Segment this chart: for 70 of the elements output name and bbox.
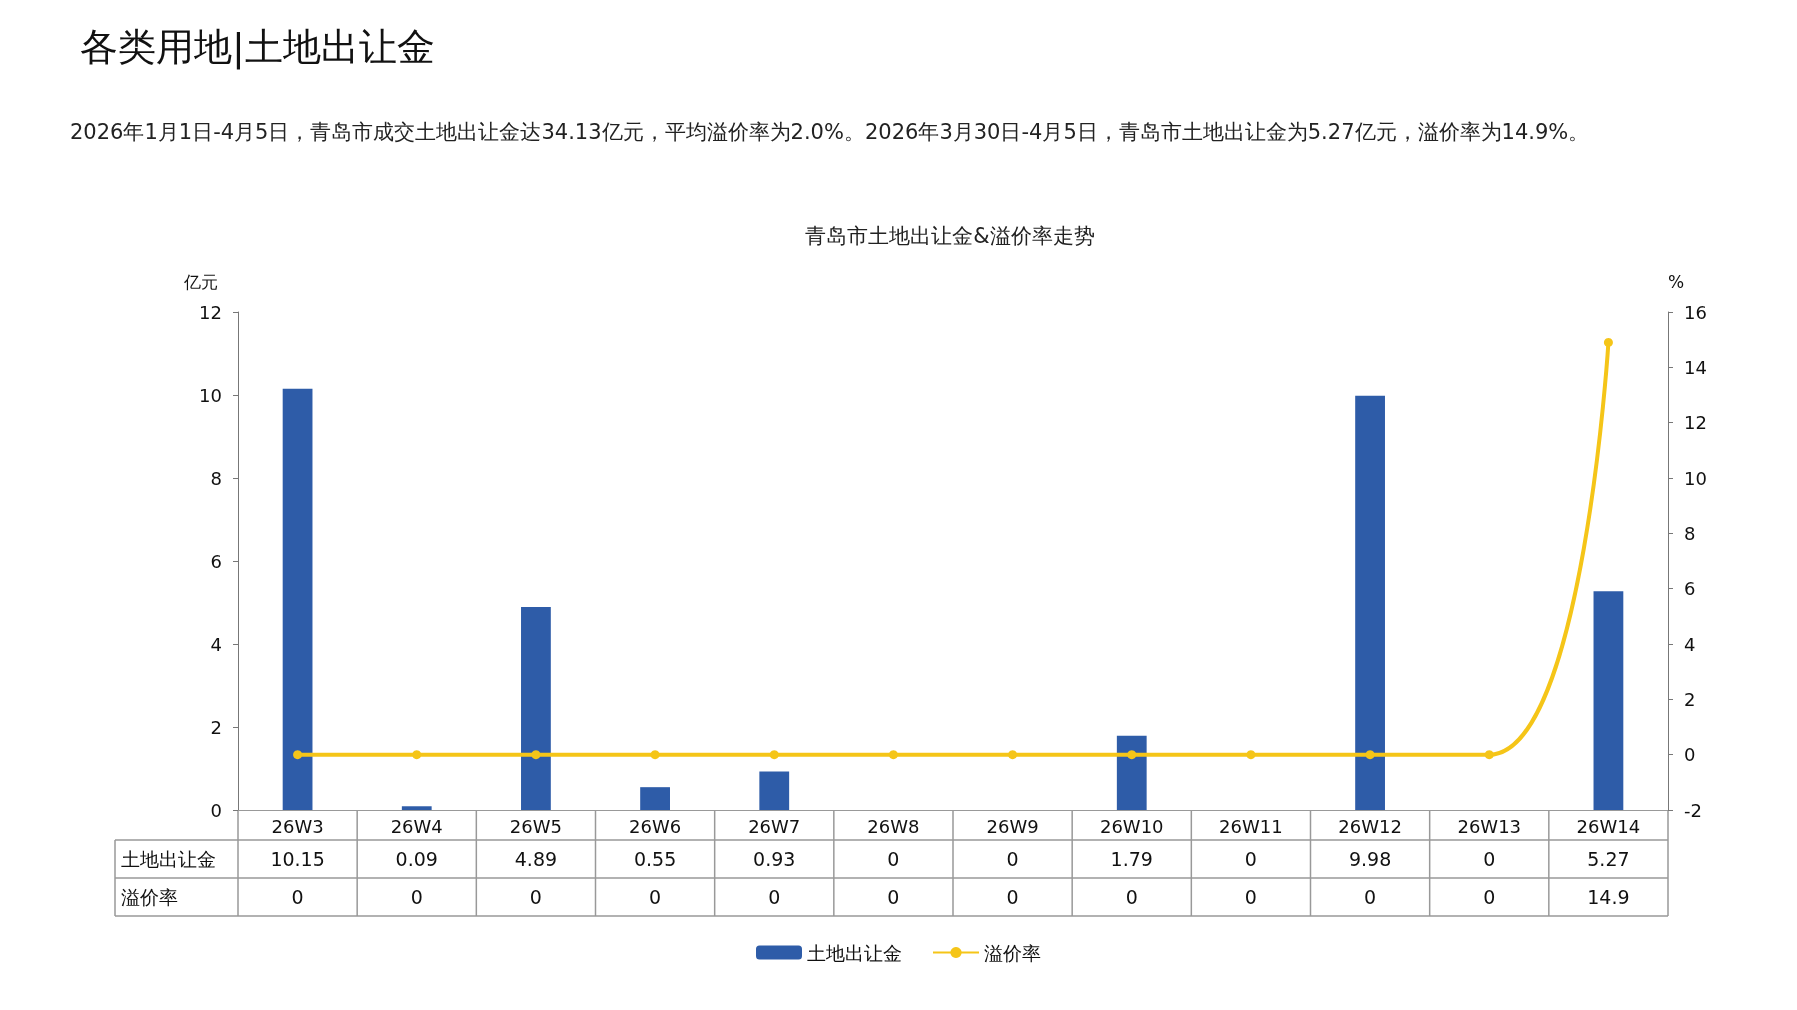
x-tick-label: 26W12 [1338, 815, 1402, 837]
y-tick-label: 0 [210, 799, 222, 821]
x-tick-label: 26W7 [748, 815, 801, 837]
data-label: 0 [1244, 886, 1257, 908]
x-tick-label: 26W11 [1219, 815, 1283, 837]
data-label: 0 [1006, 848, 1019, 870]
data-label: 0 [1364, 886, 1377, 908]
y2-tick-label: 4 [1684, 633, 1696, 655]
legend-label: 溢价率 [984, 941, 1041, 964]
y-axis-title: 亿元 [183, 271, 218, 292]
y2-axis-title: % [1668, 271, 1685, 292]
data-label: 0.09 [395, 848, 438, 870]
text: 土地出让金 [121, 848, 216, 870]
x-tick-label: 26W14 [1576, 815, 1641, 837]
data-label: 0 [649, 886, 662, 908]
y-tick-label: 4 [210, 633, 222, 655]
data-label: 0 [1483, 848, 1496, 870]
data-label: 0 [887, 886, 900, 908]
y-tick-label: 12 [199, 301, 222, 323]
x-tick-label: 26W6 [629, 815, 682, 837]
data-label: 0.55 [633, 848, 677, 870]
chart-title: 青岛市土地出让金&溢价率走势 [805, 223, 1095, 248]
text: 各类用地|土地出让金 [80, 25, 435, 70]
y2-tick-label: 6 [1684, 578, 1696, 600]
y-tick-label: 6 [210, 550, 222, 572]
data-label: 5.27 [1587, 848, 1630, 870]
bar [1355, 395, 1385, 810]
y2-tick-label: 12 [1684, 412, 1707, 434]
x-tick-label: 26W4 [390, 815, 443, 837]
y2-tick-label: -2 [1684, 799, 1702, 821]
bar [521, 607, 551, 810]
data-label: 0 [529, 886, 542, 908]
x-tick-label: 26W8 [867, 815, 920, 837]
data-label: 0 [1483, 886, 1496, 908]
data-label: 0 [410, 886, 423, 908]
bar [401, 806, 432, 810]
x-tick-label: 26W3 [271, 815, 324, 837]
y2-tick-label: 2 [1684, 688, 1696, 710]
data-label: 0 [1125, 886, 1138, 908]
bar [640, 787, 670, 810]
y2-tick-label: 14 [1684, 356, 1707, 378]
data-label: 0 [1244, 848, 1257, 870]
y2-tick-label: 16 [1684, 301, 1707, 323]
data-label: 10.15 [270, 848, 325, 870]
data-label: 9.98 [1348, 848, 1392, 870]
x-tick-label: 26W9 [986, 815, 1039, 837]
data-label: 0 [1006, 886, 1019, 908]
bar [1116, 735, 1147, 810]
data-label: 4.89 [514, 848, 558, 870]
data-label: 0 [768, 886, 781, 908]
bar [282, 388, 313, 810]
text: 2026年1月1日-4月5日，青岛市成交土地出让金达34.13亿元，平均溢价率为2.0%。2026年3月30日-4月5日，青岛市土地出让金为5.27亿元，溢价率为14.9%。 [70, 120, 1590, 144]
y-tick-label: 10 [199, 384, 222, 406]
text: 溢价率 [121, 886, 178, 908]
x-tick-label: 26W13 [1457, 815, 1522, 837]
y2-tick-label: 0 [1684, 744, 1696, 766]
data-label: 1.79 [1110, 848, 1153, 870]
legend-label: 土地出让金 [807, 941, 902, 964]
data-label: 14.9 [1587, 886, 1630, 908]
data-label: 0 [291, 886, 304, 908]
y-tick-label: 8 [210, 467, 222, 489]
data-label: 0.93 [753, 848, 796, 870]
x-tick-label: 26W5 [509, 815, 562, 837]
y2-tick-label: 10 [1684, 467, 1707, 489]
x-tick-label: 26W10 [1099, 815, 1164, 837]
data-label: 0 [887, 848, 900, 870]
bar [759, 771, 790, 810]
bar [1593, 591, 1624, 810]
y2-tick-label: 8 [1684, 522, 1696, 544]
y-tick-label: 2 [210, 716, 222, 738]
